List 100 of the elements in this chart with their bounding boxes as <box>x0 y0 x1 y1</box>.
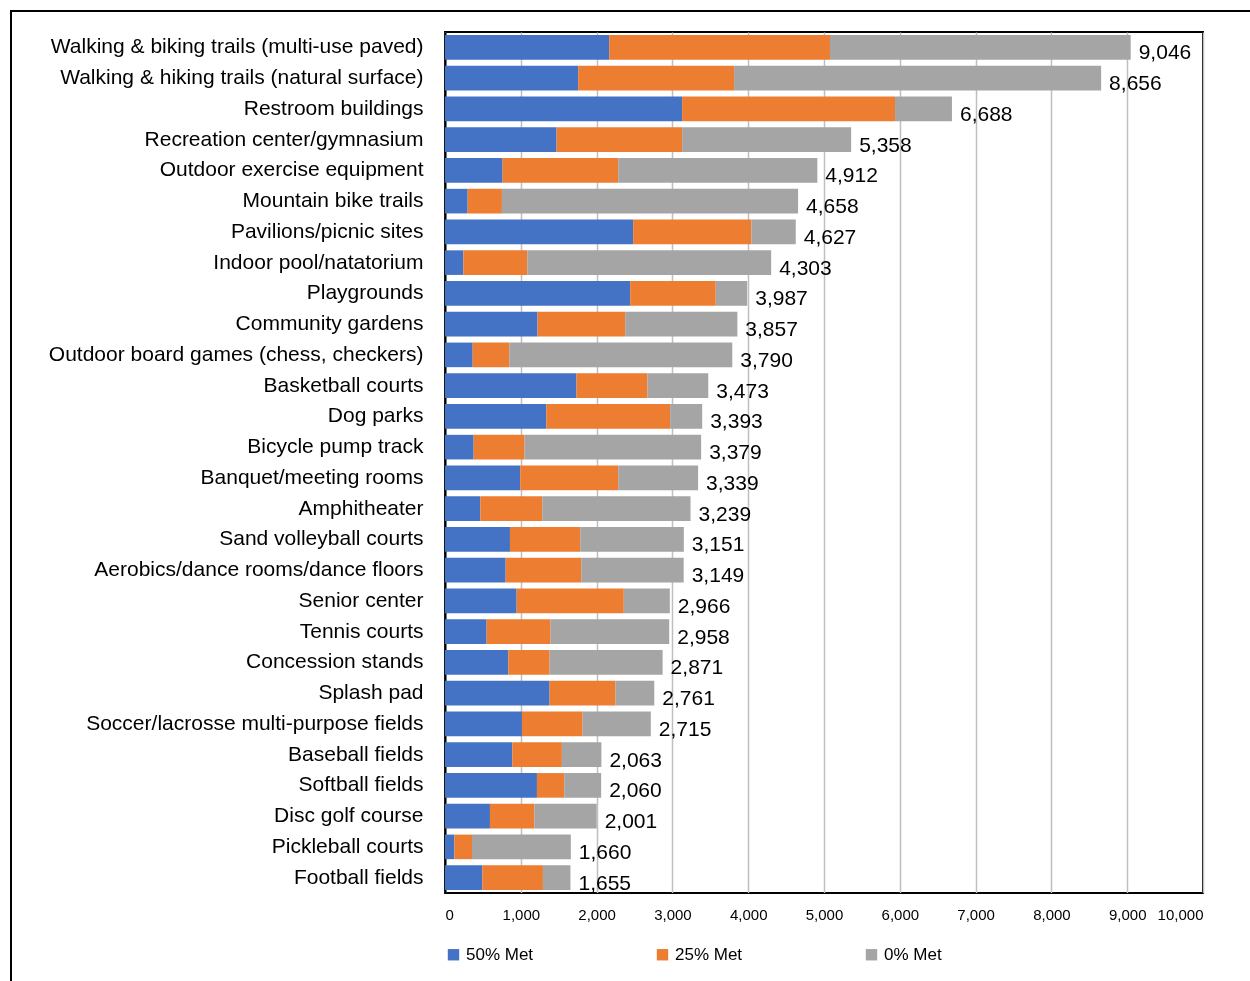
bar <box>625 311 738 337</box>
bar <box>445 496 481 521</box>
bar <box>445 311 538 337</box>
y-tick-label: Walking & biking trails (multi-use paved) <box>50 34 424 58</box>
bar <box>582 711 651 737</box>
total-label: 5,358 <box>859 132 912 156</box>
bar <box>527 250 772 275</box>
bar <box>581 557 684 583</box>
bar <box>576 373 648 398</box>
total-label: 2,761 <box>662 686 715 710</box>
y-tick-label: Senior center <box>298 587 424 611</box>
bar <box>445 773 537 798</box>
total-label: 3,790 <box>740 347 793 371</box>
bar <box>536 773 565 798</box>
bar <box>445 434 474 460</box>
bar <box>542 865 571 890</box>
y-tick-label: Football fields <box>293 864 424 888</box>
bar <box>445 281 631 306</box>
bar <box>445 588 517 614</box>
bar <box>508 650 550 675</box>
total-label: 4,912 <box>825 163 878 187</box>
bar <box>445 65 579 91</box>
y-tick-label: Disc golf course <box>274 803 424 827</box>
bar <box>556 127 683 152</box>
y-tick-label: Restroom buildings <box>243 95 424 119</box>
bar <box>549 650 663 675</box>
y-tick-label: Indoor pool/natatorium <box>213 249 424 273</box>
total-label: 3,987 <box>755 286 808 310</box>
bar <box>445 711 522 737</box>
total-label: 8,656 <box>1109 71 1162 95</box>
x-tick-label: 4,000 <box>729 905 768 923</box>
bar <box>445 742 513 767</box>
total-label: 3,149 <box>691 563 745 587</box>
x-tick-label: 8,000 <box>1033 905 1071 923</box>
bar <box>445 96 683 122</box>
bar <box>480 496 543 521</box>
bar <box>682 127 852 152</box>
bar <box>502 158 619 183</box>
bar <box>623 588 670 614</box>
bar <box>505 557 582 583</box>
total-label: 2,063 <box>609 747 662 771</box>
bar <box>482 865 543 890</box>
y-tick-label: Banquet/meeting rooms <box>200 464 424 488</box>
total-label: 2,060 <box>609 778 662 802</box>
bar <box>445 250 464 275</box>
y-tick-label: Dog parks <box>327 403 424 427</box>
bar <box>445 680 550 706</box>
total-label: 6,688 <box>959 101 1013 125</box>
total-label: 4,627 <box>803 224 857 248</box>
bar <box>670 404 703 429</box>
bar <box>445 127 557 152</box>
x-tick-label: 7,000 <box>957 905 995 923</box>
legend-label: 50% Met <box>466 944 534 964</box>
bar <box>618 158 818 183</box>
y-tick-label: Recreation center/gymnasium <box>144 126 424 150</box>
bar <box>501 188 799 214</box>
bar <box>445 619 487 644</box>
total-label: 2,966 <box>677 593 731 617</box>
bar <box>615 680 655 706</box>
y-tick-label: Walking & hiking trails (natural surface) <box>60 65 424 89</box>
y-tick-label: Sand volleyball courts <box>219 526 424 550</box>
total-label: 3,339 <box>706 470 759 494</box>
bar <box>445 158 503 183</box>
bar <box>542 496 691 521</box>
bar <box>609 35 830 60</box>
bar <box>445 342 473 368</box>
y-tick-label: Basketball courts <box>263 372 424 396</box>
bar <box>473 434 525 460</box>
bar <box>537 311 626 337</box>
bar <box>647 373 709 398</box>
bar <box>467 188 502 214</box>
bar <box>633 219 752 245</box>
x-tick-label: 9,000 <box>1108 905 1147 923</box>
y-tick-label: Softball fields <box>298 772 424 796</box>
y-tick-label: Outdoor board games (chess, checkers) <box>48 341 424 365</box>
y-tick-label: Soccer/lacrosse multi-purpose fields <box>86 710 424 734</box>
bar <box>445 834 455 860</box>
bar <box>516 588 624 614</box>
bar <box>445 527 510 552</box>
bar <box>445 803 490 829</box>
bar <box>829 35 1131 60</box>
bar <box>445 650 509 675</box>
bar <box>734 65 1102 91</box>
y-tick-label: Splash pad <box>318 680 424 704</box>
y-tick-label: Community gardens <box>235 311 424 335</box>
bar <box>546 404 671 429</box>
total-label: 1,655 <box>578 870 632 894</box>
bar <box>561 742 602 767</box>
total-label: 4,658 <box>806 194 859 218</box>
y-tick-label: Outdoor exercise equipment <box>159 157 424 181</box>
y-tick-label: Aerobics/dance rooms/dance floors <box>94 557 424 581</box>
total-label: 2,001 <box>604 809 658 833</box>
y-tick-label: Tennis courts <box>299 618 424 642</box>
total-label: 3,857 <box>745 317 798 341</box>
bar <box>534 803 597 829</box>
bar <box>520 465 619 491</box>
total-label: 9,046 <box>1138 40 1192 64</box>
bar <box>445 557 506 583</box>
total-label: 2,715 <box>658 716 712 740</box>
x-tick-label: 10,000 <box>1157 905 1204 923</box>
